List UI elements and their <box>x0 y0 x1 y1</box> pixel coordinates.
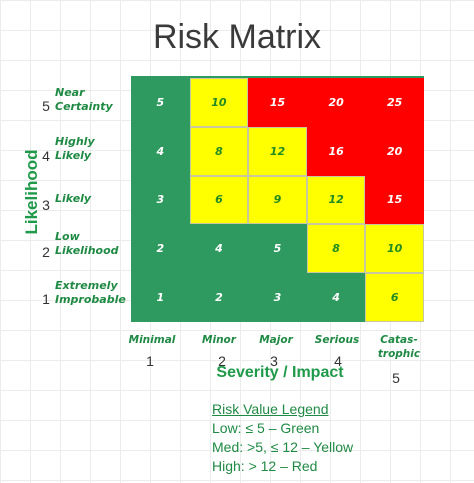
row-number-1: 1 <box>42 291 50 307</box>
col-number-1: 1 <box>146 353 154 369</box>
row-label-low-likelihood: Low Likelihood <box>55 230 119 257</box>
col-label-catastrophic: Catas-trophic <box>377 334 421 360</box>
matrix-cell: 15 <box>248 78 307 127</box>
matrix-cell: 4 <box>306 273 366 322</box>
row-label-highly-likely: Highly Likely <box>55 135 95 162</box>
matrix-cell: 15 <box>365 175 424 225</box>
matrix-cell: 9 <box>248 175 307 225</box>
col-label-minimal: Minimal <box>128 334 176 346</box>
col-label-minor: Minor <box>202 334 236 346</box>
risk-matrix-grid: 5 10 15 20 25 4 8 12 16 20 3 6 9 12 15 2 4 5 8 10 1 2 3 4 6 <box>131 76 424 322</box>
legend-high: High: > 12 – Red <box>212 458 318 474</box>
matrix-cell: 8 <box>189 126 249 176</box>
matrix-cell: 4 <box>131 126 190 176</box>
y-axis-label: Likelihood <box>22 149 41 235</box>
legend-title: Risk Value Legend <box>212 401 329 417</box>
matrix-cell: 3 <box>248 273 307 322</box>
matrix-cell: 10 <box>365 224 424 274</box>
matrix-cell: 3 <box>131 175 190 225</box>
row-label-likely: Likely <box>55 192 92 205</box>
row-number-3: 3 <box>42 197 50 213</box>
matrix-cell: 5 <box>131 78 190 127</box>
x-axis-label: Severity / Impact <box>216 364 344 381</box>
matrix-cell: 20 <box>306 78 366 127</box>
col-number-5: 5 <box>392 370 400 386</box>
col-number-3: 3 <box>270 353 278 369</box>
row-label-extremely-improbable: Extremely Improbable <box>55 279 126 306</box>
matrix-cell: 6 <box>189 175 249 225</box>
matrix-cell: 6 <box>365 273 424 322</box>
row-number-5: 5 <box>42 98 50 114</box>
matrix-cell: 2 <box>189 273 249 322</box>
matrix-cell: 4 <box>189 224 249 274</box>
matrix-cell: 2 <box>131 224 190 274</box>
matrix-cell: 5 <box>248 224 307 274</box>
col-number-2: 2 <box>218 353 226 369</box>
legend-med: Med: >5, ≤ 12 – Yellow <box>212 439 354 455</box>
row-label-near-certainty: Near Certainty <box>55 86 113 113</box>
chart-title: Risk Matrix <box>152 18 322 56</box>
col-label-serious: Serious <box>314 334 360 346</box>
matrix-cell: 12 <box>248 126 307 176</box>
col-number-4: 4 <box>334 353 342 369</box>
col-label-major: Major <box>259 334 293 346</box>
row-number-2: 2 <box>42 244 50 260</box>
risk-legend: Risk Value Legend Low: ≤ 5 – Green Med: … <box>212 400 353 476</box>
legend-low: Low: ≤ 5 – Green <box>212 420 320 436</box>
matrix-cell: 25 <box>365 78 424 127</box>
matrix-cell: 10 <box>189 78 249 127</box>
matrix-cell: 16 <box>306 126 366 176</box>
row-number-4: 4 <box>42 148 50 164</box>
matrix-cell: 12 <box>306 175 366 225</box>
matrix-cell: 20 <box>365 126 424 176</box>
matrix-cell: 8 <box>306 224 366 274</box>
matrix-cell: 1 <box>131 273 190 322</box>
